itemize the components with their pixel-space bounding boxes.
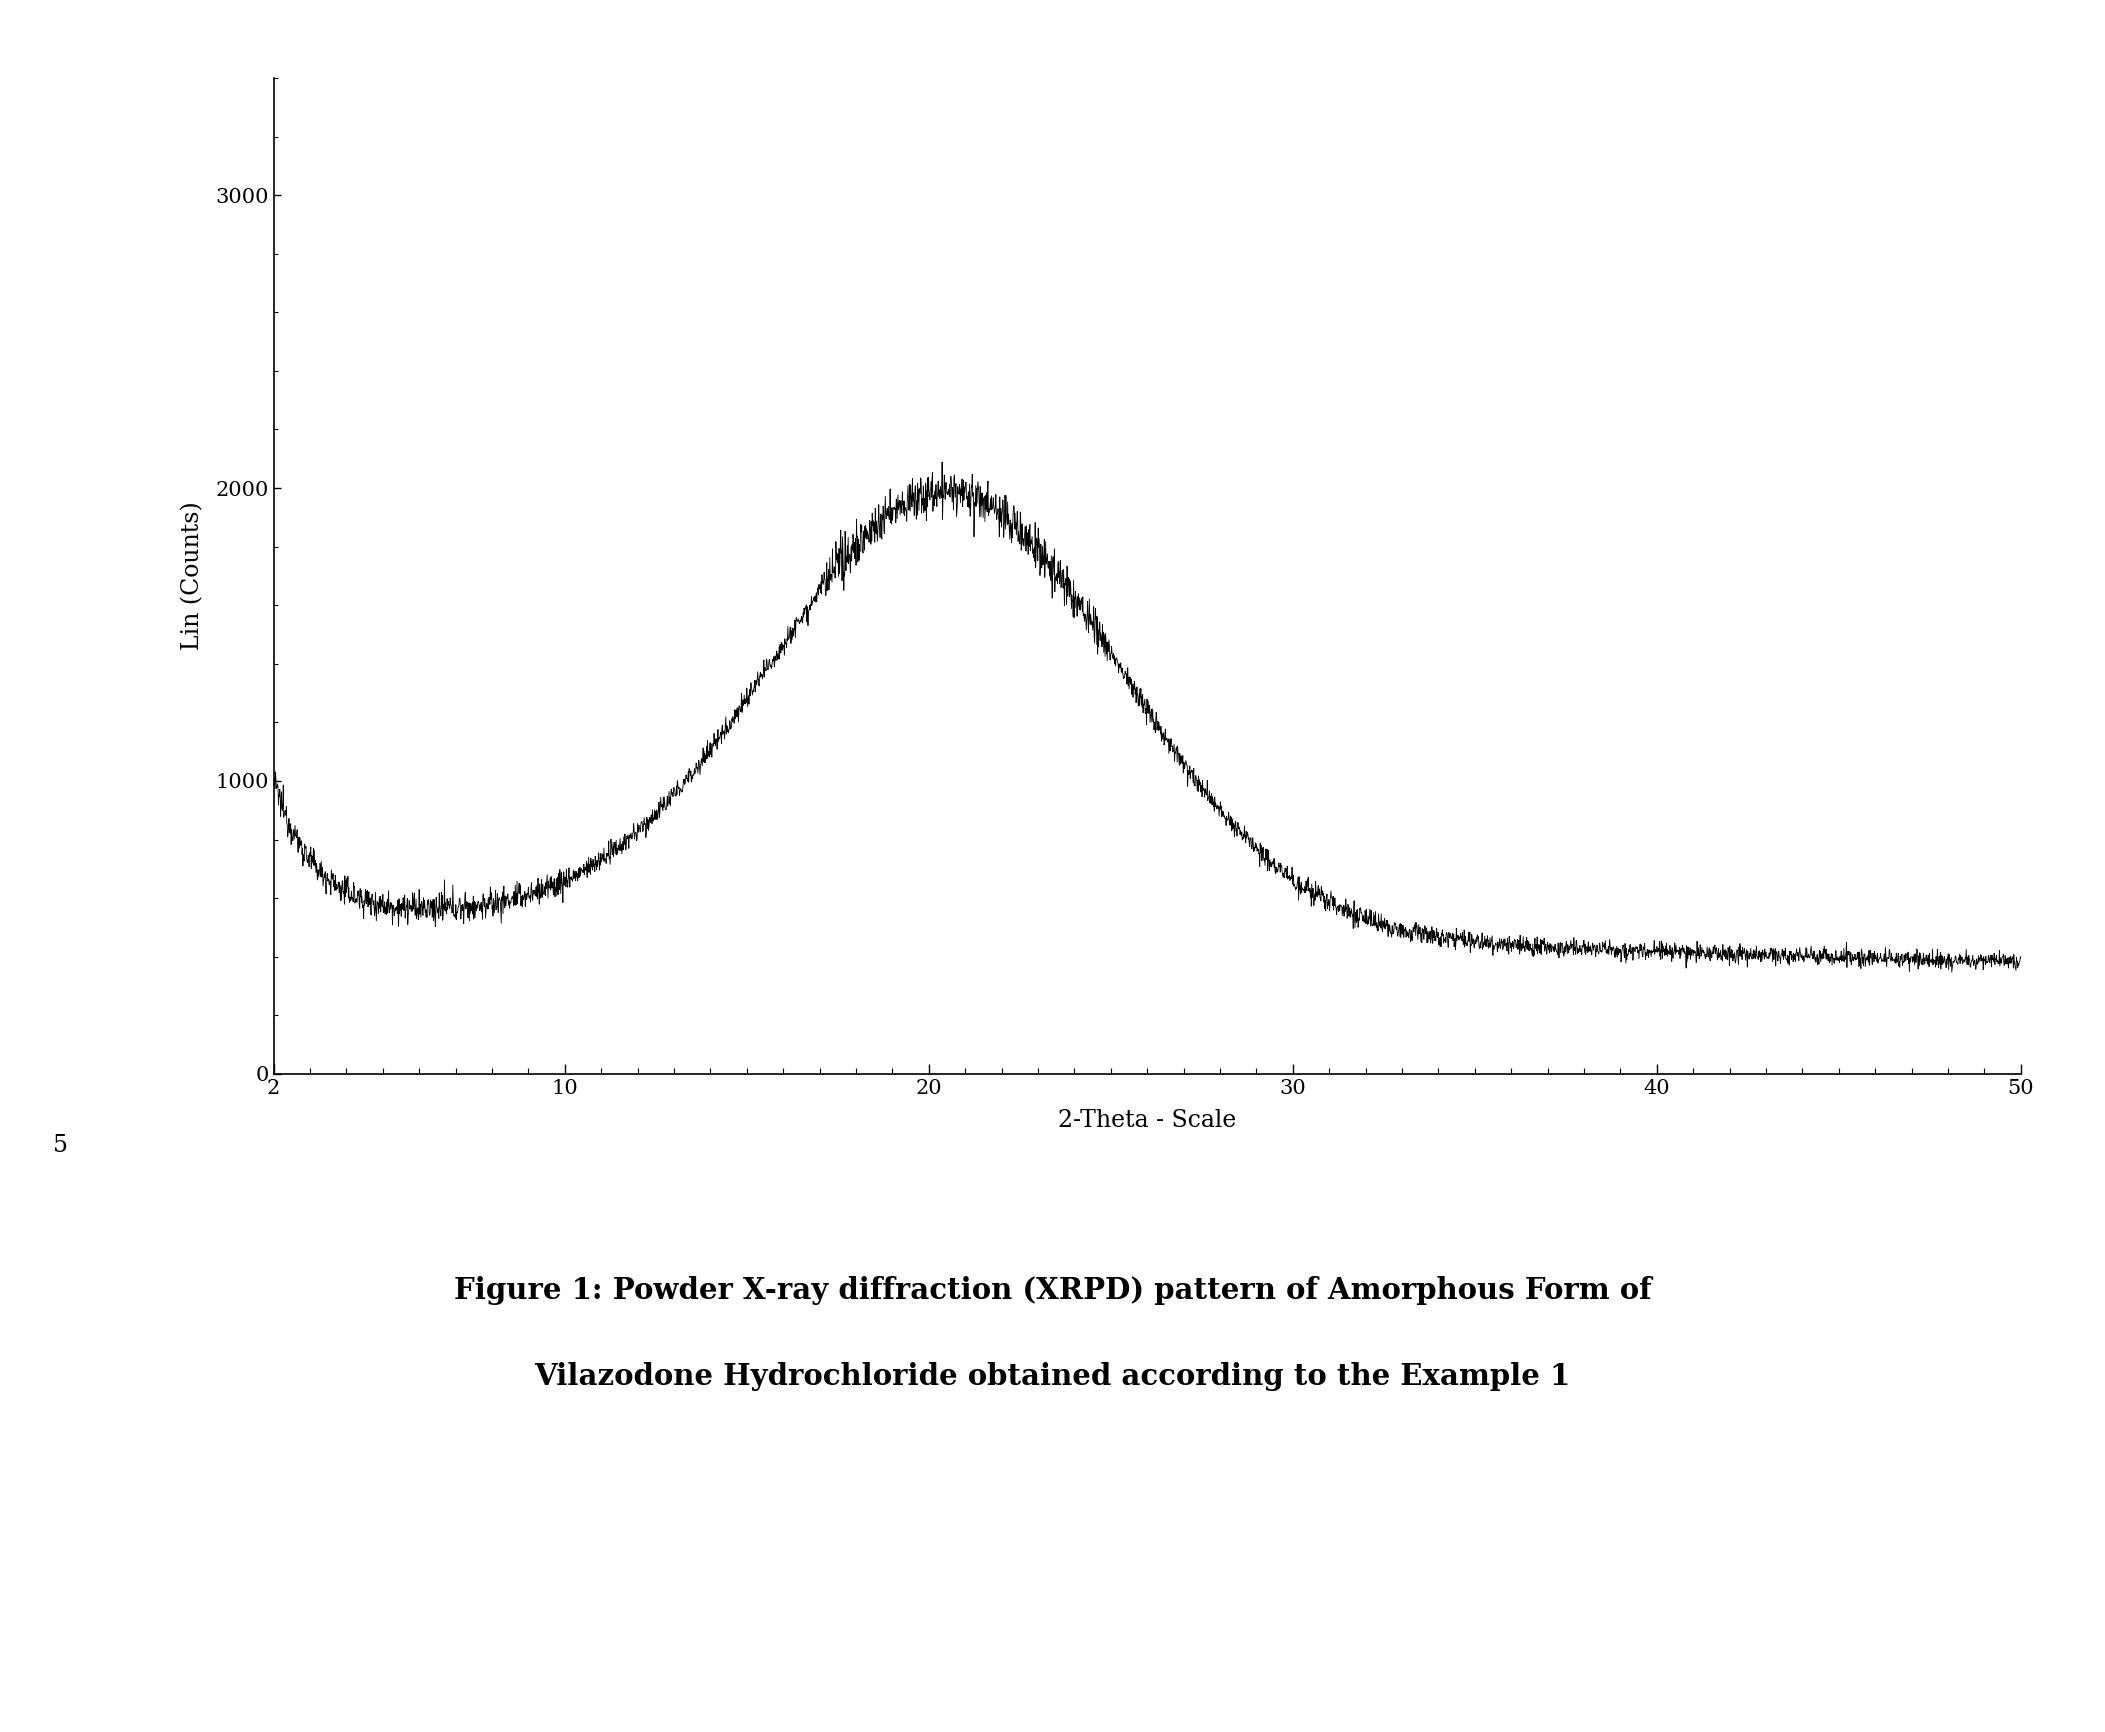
X-axis label: 2-Theta - Scale: 2-Theta - Scale xyxy=(1059,1108,1236,1131)
Text: Vilazodone Hydrochloride obtained according to the Example 1: Vilazodone Hydrochloride obtained accord… xyxy=(535,1363,1570,1391)
Text: 5: 5 xyxy=(53,1134,67,1157)
Y-axis label: Lin (Counts): Lin (Counts) xyxy=(181,502,204,650)
Text: Figure 1: Powder X-ray diffraction (XRPD) pattern of Amorphous Form of: Figure 1: Powder X-ray diffraction (XRPD… xyxy=(455,1276,1650,1304)
